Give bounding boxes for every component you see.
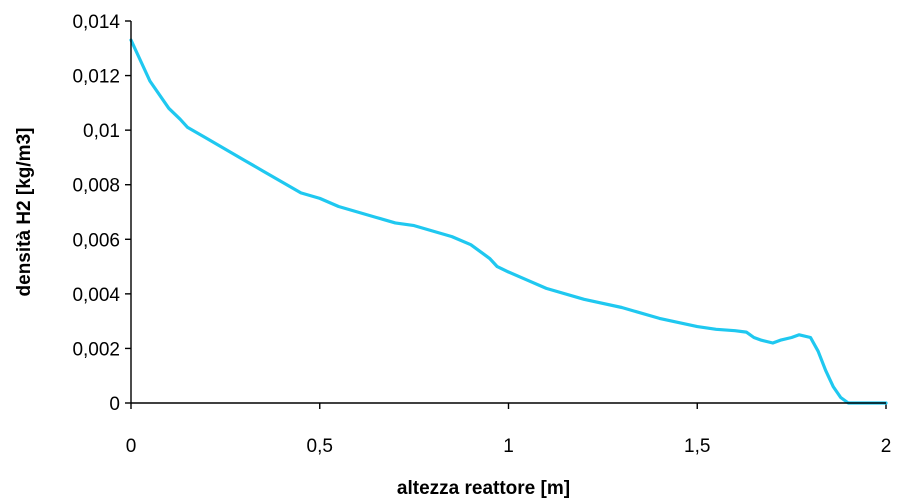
x-axis-ticks: 0 0,5 1 1,5 2 (126, 403, 892, 457)
x-tick-label: 0,5 (307, 436, 333, 457)
series-line (129, 38, 888, 405)
y-tick-label: 0,012 (72, 67, 120, 88)
y-tick-label: 0,002 (72, 339, 120, 360)
y-tick-label: 0,01 (83, 121, 120, 142)
y-axis-ticks: 0 0,002 0,004 0,006 0,008 0,01 0,012 0,014 (72, 12, 131, 415)
x-tick-label: 0 (126, 436, 137, 457)
y-tick-label: 0,014 (72, 12, 120, 33)
series-layer (129, 38, 888, 405)
y-tick-label: 0,004 (72, 285, 120, 306)
y-tick-label: 0,008 (72, 176, 120, 197)
x-tick-label: 1 (503, 436, 514, 457)
y-axis-title: densità H2 [kg/m3] (14, 128, 35, 297)
x-axis-title: altezza reattore [m] (397, 478, 570, 499)
y-tick-label: 0 (109, 394, 120, 415)
y-tick-label: 0,006 (72, 230, 120, 251)
x-tick-label: 2 (881, 436, 892, 457)
x-tick-label: 1,5 (684, 436, 710, 457)
